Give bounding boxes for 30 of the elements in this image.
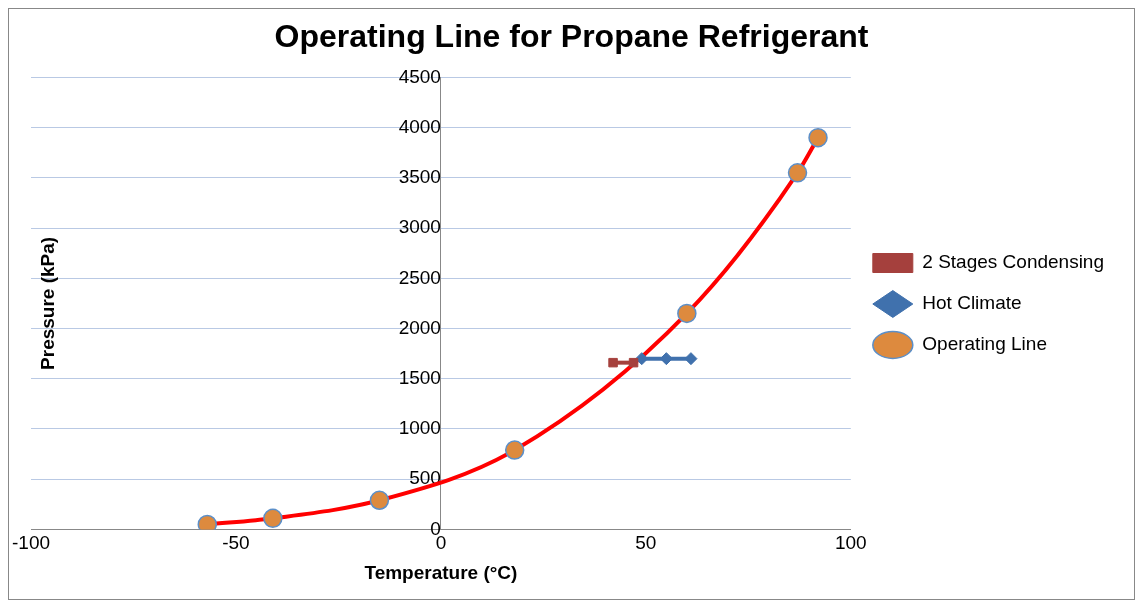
- point: [684, 352, 698, 366]
- x-axis-title: Temperature (°C): [364, 561, 518, 583]
- x-tick-label: -100: [12, 532, 51, 554]
- legend-label: 2 Stages Condensing: [922, 251, 1104, 273]
- x-tick-label: -50: [222, 532, 250, 554]
- y-tick-label: 1500: [398, 366, 441, 388]
- chart-title: Operating Line for Propane Refrigerant: [274, 18, 869, 55]
- x-tick-label: 50: [635, 532, 657, 554]
- point: [659, 352, 673, 366]
- point: [808, 127, 828, 148]
- point: [628, 357, 639, 368]
- y-tick-label: 2000: [398, 316, 441, 338]
- point: [635, 352, 649, 366]
- legend-label: Operating Line: [922, 333, 1047, 355]
- point: [608, 357, 618, 368]
- y-axis-title: Pressure (kPa): [37, 236, 59, 370]
- y-tick-label: 3500: [398, 166, 441, 188]
- y-tick-label: 3000: [398, 216, 441, 238]
- legend-label: Hot Climate: [922, 292, 1022, 314]
- point: [504, 440, 525, 460]
- point: [263, 508, 283, 529]
- y-tick-label: 1000: [398, 417, 441, 439]
- x-tick-label: 100: [834, 532, 867, 554]
- point: [787, 163, 808, 183]
- point: [369, 490, 390, 511]
- point: [677, 303, 697, 324]
- y-tick-label: 4000: [398, 115, 441, 137]
- y-tick-label: 4500: [398, 65, 441, 87]
- y-tick-label: 500: [409, 467, 441, 489]
- y-tick-label: 2500: [398, 266, 441, 288]
